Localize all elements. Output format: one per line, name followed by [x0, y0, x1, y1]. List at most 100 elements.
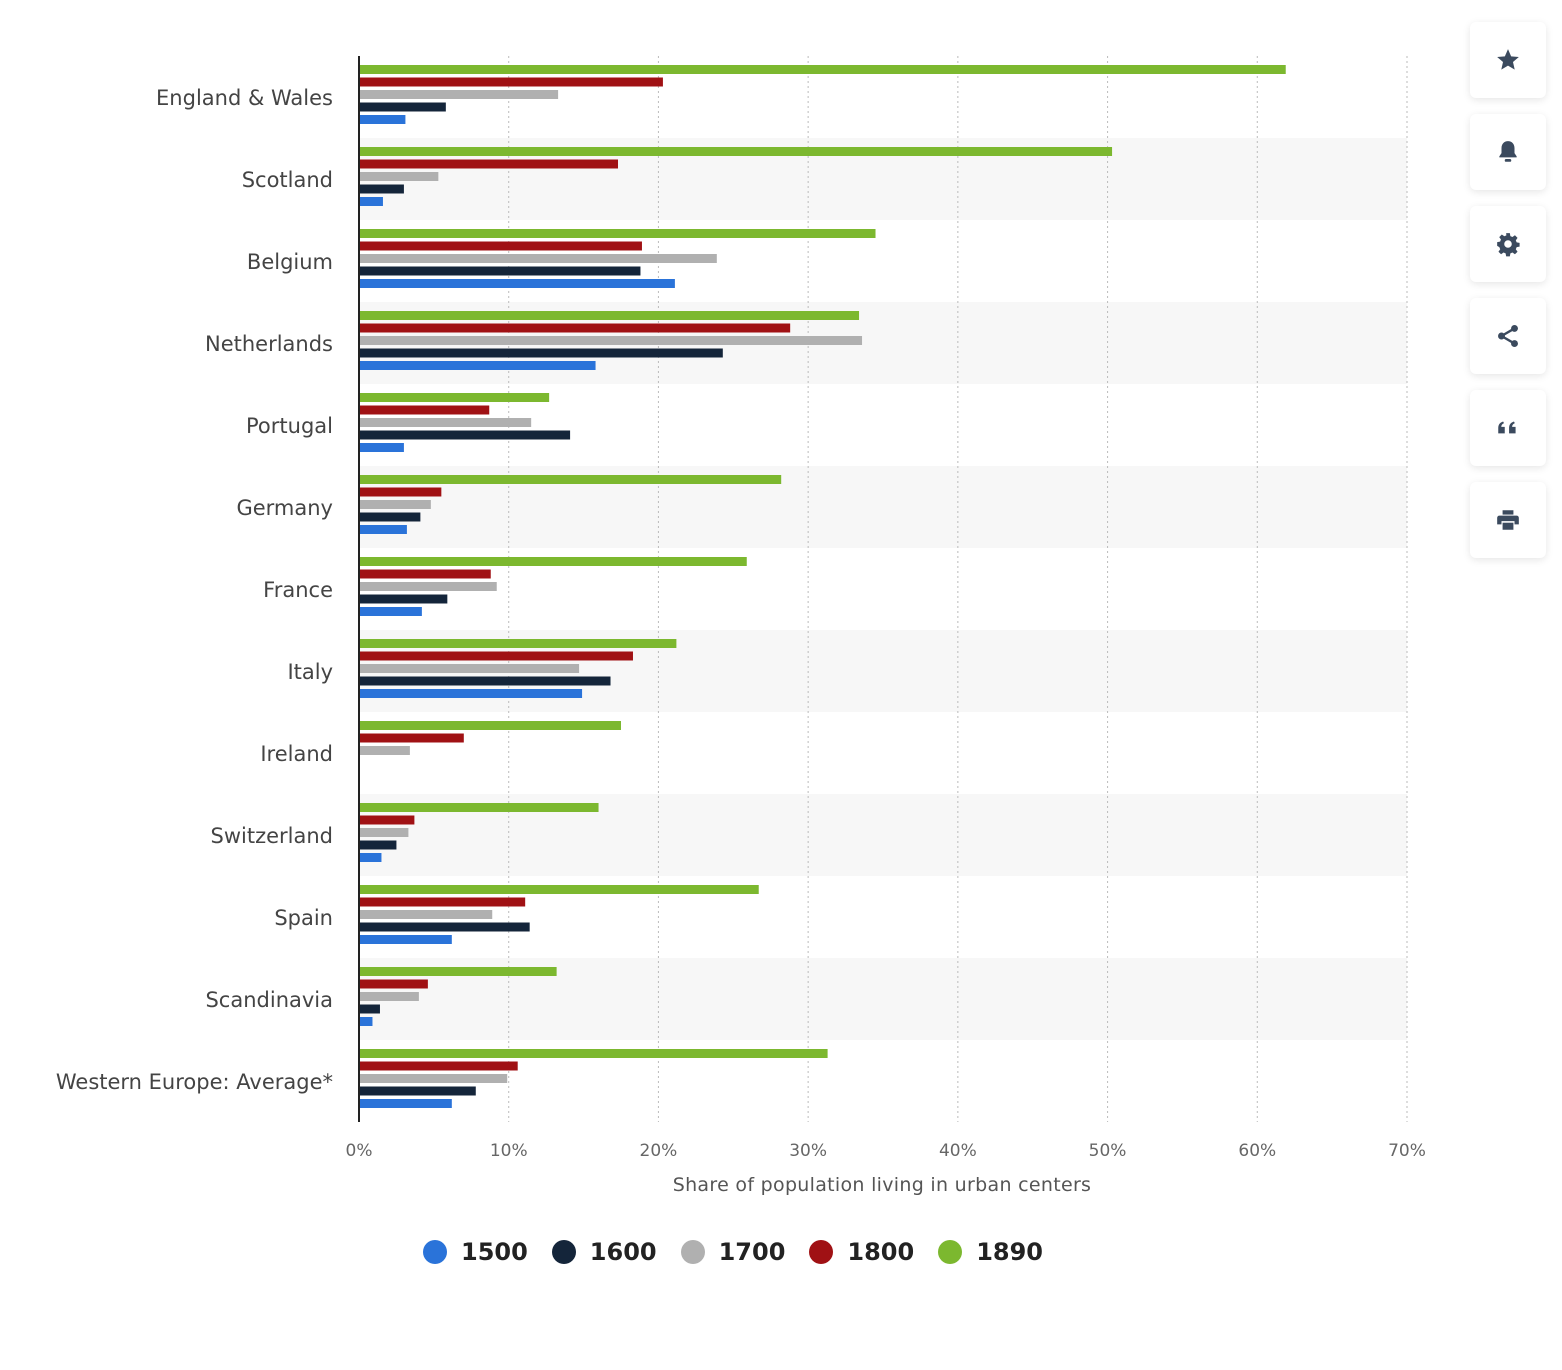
bar-1600-0 [359, 102, 446, 112]
bar-1800-2 [359, 241, 642, 251]
cite-button[interactable] [1470, 390, 1546, 466]
bar-1600-11 [359, 1004, 380, 1014]
favorite-button[interactable] [1470, 22, 1546, 98]
bar-1890-0 [359, 65, 1286, 74]
bar-1700-8 [359, 746, 410, 755]
legend-item-1600[interactable]: 1600 [551, 1238, 657, 1266]
legend-item-1890[interactable]: 1890 [938, 1238, 1043, 1266]
bar-1890-2 [359, 229, 876, 238]
bar-1700-2 [359, 254, 717, 263]
category-label: Western Europe: Average* [56, 1070, 333, 1094]
bar-1890-3 [359, 311, 860, 320]
legend: 1500 1600 1700 1800 1890 [0, 1238, 1466, 1266]
legend-marker [809, 1240, 834, 1264]
bar-1700-9 [359, 828, 409, 837]
share-button[interactable] [1470, 298, 1546, 374]
bars [359, 65, 1286, 1108]
legend-marker [551, 1240, 576, 1264]
x-tick-label: 20% [640, 1141, 678, 1161]
bar-1700-6 [359, 582, 497, 591]
bar-1800-5 [359, 487, 442, 497]
bar-1600-12 [359, 1086, 476, 1096]
category-label: Scotland [242, 168, 333, 192]
category-label: Italy [287, 660, 333, 684]
bar-1800-4 [359, 405, 490, 415]
bar-1500-10 [359, 935, 452, 944]
bar-1700-11 [359, 992, 419, 1001]
x-tick-label: 70% [1388, 1141, 1426, 1161]
bar-chart: England & Wales Scotland Belgium Netherland… [56, 56, 1426, 1196]
bar-1800-9 [359, 815, 415, 825]
bar-1800-10 [359, 897, 526, 907]
bell-icon [1499, 141, 1517, 162]
bar-1700-4 [359, 418, 532, 427]
bar-1800-11 [359, 979, 428, 989]
category-label: Germany [236, 496, 333, 520]
category-label: Belgium [247, 250, 333, 274]
x-tick-label: 60% [1238, 1141, 1276, 1161]
category-label: Switzerland [211, 824, 334, 848]
legend-label: 1800 [847, 1238, 915, 1266]
bar-1890-5 [359, 475, 782, 484]
bar-1500-12 [359, 1099, 452, 1108]
category-label: France [263, 578, 333, 602]
legend-item-1800[interactable]: 1800 [809, 1238, 914, 1266]
bar-1500-0 [359, 115, 406, 124]
x-tick-label: 50% [1089, 1141, 1127, 1161]
bar-1500-4 [359, 443, 404, 452]
bar-1890-7 [359, 639, 677, 648]
bar-1700-10 [359, 910, 493, 919]
category-label: Portugal [246, 414, 333, 438]
bar-1800-1 [359, 159, 619, 169]
category-label: England & Wales [156, 86, 333, 110]
bar-1700-0 [359, 90, 559, 99]
star-icon [1497, 49, 1519, 70]
bar-1700-1 [359, 172, 439, 181]
print-icon [1497, 510, 1519, 530]
legend-label: 1600 [589, 1238, 657, 1266]
toolbar [1470, 22, 1546, 574]
category-labels: England & Wales Scotland Belgium Netherland… [56, 86, 333, 1094]
bar-1800-7 [359, 651, 633, 661]
bar-1890-10 [359, 885, 759, 894]
legend-marker [680, 1240, 705, 1264]
quote-icon [1498, 421, 1516, 434]
category-label: Scandinavia [205, 988, 333, 1012]
notifications-button[interactable] [1470, 114, 1546, 190]
bar-1500-5 [359, 525, 407, 534]
bar-1800-3 [359, 323, 791, 333]
bar-1700-5 [359, 500, 431, 509]
x-tick-label: 0% [346, 1141, 373, 1161]
print-button[interactable] [1470, 482, 1546, 558]
bar-1500-6 [359, 607, 422, 616]
bar-1890-11 [359, 967, 557, 976]
bar-1700-7 [359, 664, 580, 673]
bar-1600-3 [359, 348, 723, 358]
bar-1600-9 [359, 840, 397, 850]
bar-1890-1 [359, 147, 1113, 156]
bar-1500-2 [359, 279, 675, 288]
bar-1700-12 [359, 1074, 508, 1083]
bar-1600-7 [359, 676, 611, 686]
x-tick-labels: 0% 10% 20% 30% 40% 50% 60% 70% [346, 1141, 1426, 1161]
bar-1800-8 [359, 733, 464, 743]
x-axis-title: Share of population living in urban cent… [673, 1174, 1092, 1196]
bar-1600-4 [359, 430, 571, 440]
x-tick-label: 30% [789, 1141, 827, 1161]
category-label: Ireland [260, 742, 333, 766]
settings-button[interactable] [1470, 206, 1546, 282]
x-tick-label: 40% [939, 1141, 977, 1161]
x-tick-label: 10% [490, 1141, 528, 1161]
row-bands [359, 138, 1407, 1040]
legend-item-1700[interactable]: 1700 [680, 1238, 786, 1266]
legend-item-1500[interactable]: 1500 [423, 1238, 528, 1266]
bar-1800-6 [359, 569, 491, 579]
bar-1890-9 [359, 803, 599, 812]
bar-1500-11 [359, 1017, 373, 1026]
bar-1800-0 [359, 77, 663, 87]
bar-1890-4 [359, 393, 550, 402]
bar-1600-1 [359, 184, 404, 194]
bar-1500-1 [359, 197, 383, 206]
bar-1500-3 [359, 361, 596, 370]
legend-label: 1700 [718, 1238, 786, 1266]
